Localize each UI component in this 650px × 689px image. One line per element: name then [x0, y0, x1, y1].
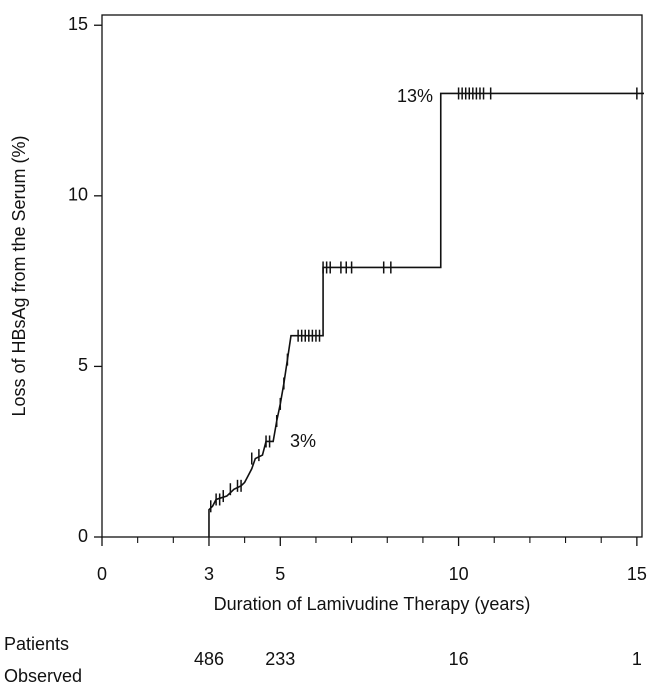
y-axis-label: Loss of HBsAg from the Serum (%) [9, 135, 29, 416]
annotation: 3% [290, 431, 316, 451]
at-risk-count: 1 [632, 649, 642, 669]
x-tick-label: 3 [204, 564, 214, 584]
x-axis-label: Duration of Lamivudine Therapy (years) [214, 594, 531, 614]
x-tick-label: 5 [275, 564, 285, 584]
x-tick-label: 0 [97, 564, 107, 584]
y-tick-label: 0 [78, 526, 88, 546]
at-risk-label: Observed [4, 666, 82, 686]
at-risk-label: Patients [4, 634, 69, 654]
plot-frame [101, 14, 643, 538]
y-tick-label: 5 [78, 355, 88, 375]
y-tick-label: 15 [68, 14, 88, 34]
y-tick-label: 10 [68, 185, 88, 205]
x-tick-label: 15 [627, 564, 647, 584]
x-tick-label: 10 [449, 564, 469, 584]
at-risk-count: 233 [265, 649, 295, 669]
annotation: 13% [397, 86, 433, 106]
survival-curve [208, 92, 644, 537]
at-risk-count: 486 [194, 649, 224, 669]
at-risk-count: 16 [449, 649, 469, 669]
